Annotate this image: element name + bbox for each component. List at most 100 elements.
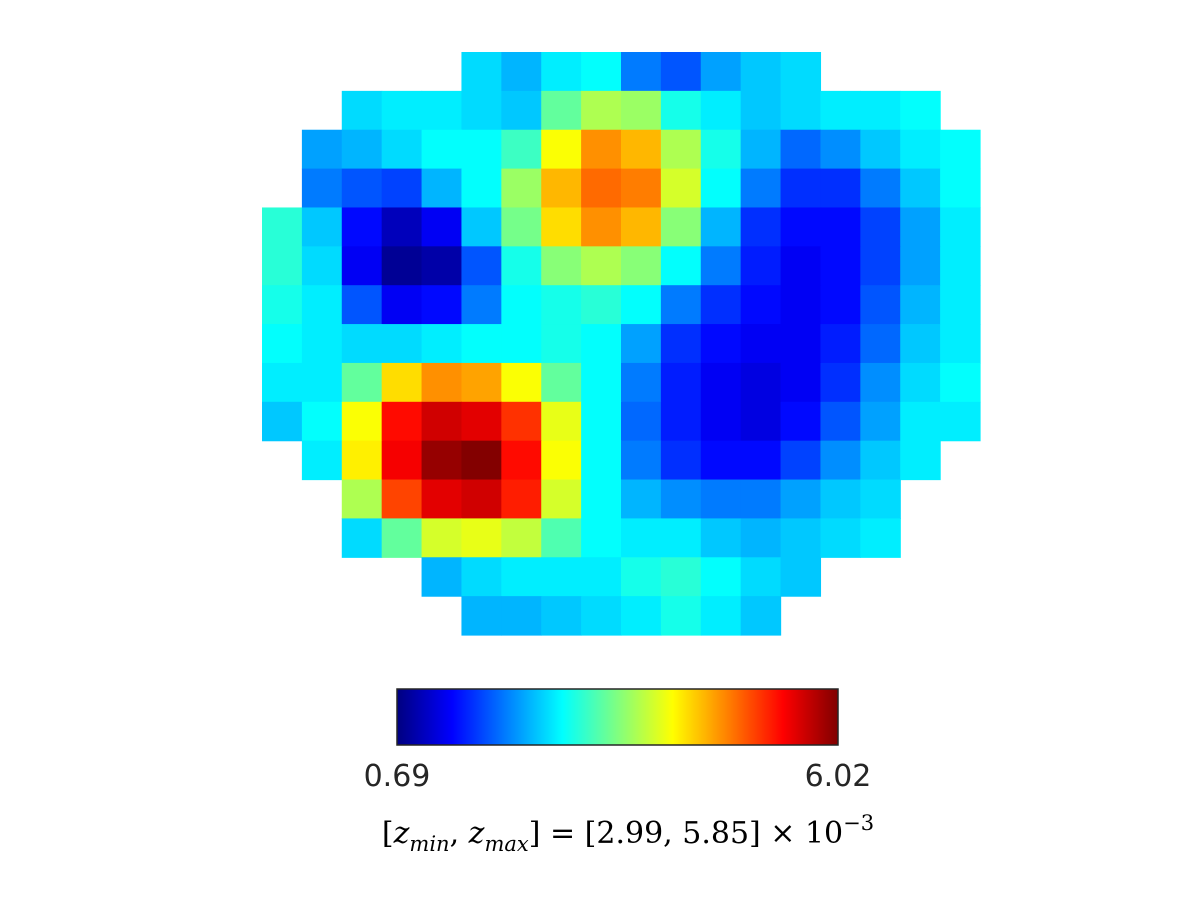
annotation-part: −3 (843, 811, 874, 835)
heatmap-cell (581, 518, 622, 558)
heatmap-cell (660, 246, 702, 286)
heatmap-cell (660, 168, 702, 209)
heatmap-cell (860, 401, 901, 442)
heatmap-cell (301, 401, 343, 442)
heatmap-cell (900, 324, 941, 364)
heatmap-cell (541, 557, 582, 597)
heatmap-cell (621, 129, 662, 170)
heatmap-cell (341, 440, 383, 481)
colorbar-tick-label: 0.69 (364, 759, 431, 794)
heatmap-cell (621, 324, 662, 364)
annotation-part: , (450, 816, 469, 851)
heatmap-cell (820, 90, 861, 131)
heatmap-cell (461, 207, 502, 247)
heatmap-cell (262, 285, 303, 325)
heatmap-cell (900, 362, 941, 403)
heatmap-cell (501, 207, 542, 247)
heatmap-cell (660, 285, 702, 325)
heatmap (262, 52, 981, 636)
heatmap-cell (341, 518, 383, 558)
heatmap-cell (301, 362, 343, 403)
heatmap-cell (860, 440, 901, 481)
heatmap-cell (501, 168, 542, 209)
heatmap-cell (581, 440, 622, 481)
heatmap-cell (940, 401, 981, 442)
heatmap-cell (740, 440, 782, 481)
heatmap-cell (461, 324, 502, 364)
heatmap-cell (581, 246, 622, 286)
heatmap-cell (740, 129, 782, 170)
heatmap-cell (621, 52, 662, 92)
colorbar-tick-label: 6.02 (805, 759, 872, 794)
heatmap-cell (660, 129, 702, 170)
heatmap-cell (461, 440, 502, 481)
heatmap-cell (740, 401, 782, 442)
heatmap-cell (262, 324, 303, 364)
heatmap-cell (860, 362, 901, 403)
heatmap-cell (660, 401, 702, 442)
annotation-part: min (409, 832, 449, 856)
heatmap-cell (301, 285, 343, 325)
heatmap-cell (541, 324, 582, 364)
heatmap-cell (740, 324, 782, 364)
colorbar (396, 688, 839, 746)
heatmap-cell (341, 90, 383, 131)
heatmap-cell (301, 440, 343, 481)
heatmap-cell (461, 129, 502, 170)
heatmap-cell (262, 362, 303, 403)
heatmap-cell (740, 285, 782, 325)
heatmap-cell (700, 90, 742, 131)
heatmap-cell (700, 518, 742, 558)
heatmap-cell (461, 557, 502, 597)
heatmap-cell (341, 362, 383, 403)
heatmap-cell (820, 362, 861, 403)
heatmap-cell (581, 168, 622, 209)
heatmap-cell (820, 518, 861, 558)
heatmap-cell (700, 168, 742, 209)
heatmap-cell (940, 207, 981, 247)
heatmap-cell (461, 168, 502, 209)
heatmap-cell (740, 90, 782, 131)
heatmap-cell (262, 207, 303, 247)
heatmap-cell (780, 401, 822, 442)
annotation-part: ] = [2.99, 5.85] × 10 (529, 816, 843, 851)
heatmap-cell (301, 207, 343, 247)
heatmap-cell (262, 401, 303, 442)
heatmap-cell (900, 401, 941, 442)
heatmap-cell (820, 285, 861, 325)
heatmap-cell (780, 168, 822, 209)
heatmap-cell (501, 90, 542, 131)
heatmap-cell (581, 557, 622, 597)
heatmap-cell (700, 246, 742, 286)
heatmap-cell (381, 440, 423, 481)
heatmap-cell (820, 129, 861, 170)
heatmap-cell (820, 324, 861, 364)
heatmap-cell (381, 518, 423, 558)
heatmap-cell (501, 285, 542, 325)
heatmap-cell (621, 285, 662, 325)
heatmap-cell (501, 479, 542, 519)
heatmap-cell (700, 362, 742, 403)
heatmap-cell (621, 557, 662, 597)
heatmap-cell (621, 246, 662, 286)
annotation-part: max (484, 832, 528, 856)
heatmap-cell (621, 168, 662, 209)
heatmap-cell (581, 285, 622, 325)
heatmap-cell (421, 129, 463, 170)
heatmap-cell (740, 168, 782, 209)
heatmap-cell (820, 207, 861, 247)
heatmap-cell (780, 324, 822, 364)
heatmap-cell (740, 557, 782, 597)
heatmap-cell (461, 246, 502, 286)
heatmap-cell (381, 324, 423, 364)
heatmap-cell (501, 362, 542, 403)
annotation-part: [ (382, 816, 394, 851)
heatmap-cell (381, 285, 423, 325)
heatmap-cell (501, 401, 542, 442)
heatmap-cell (381, 401, 423, 442)
heatmap-cell (780, 52, 822, 92)
heatmap-cell (381, 246, 423, 286)
heatmap-cell (940, 129, 981, 170)
heatmap-cell (700, 479, 742, 519)
heatmap-cell (621, 90, 662, 131)
